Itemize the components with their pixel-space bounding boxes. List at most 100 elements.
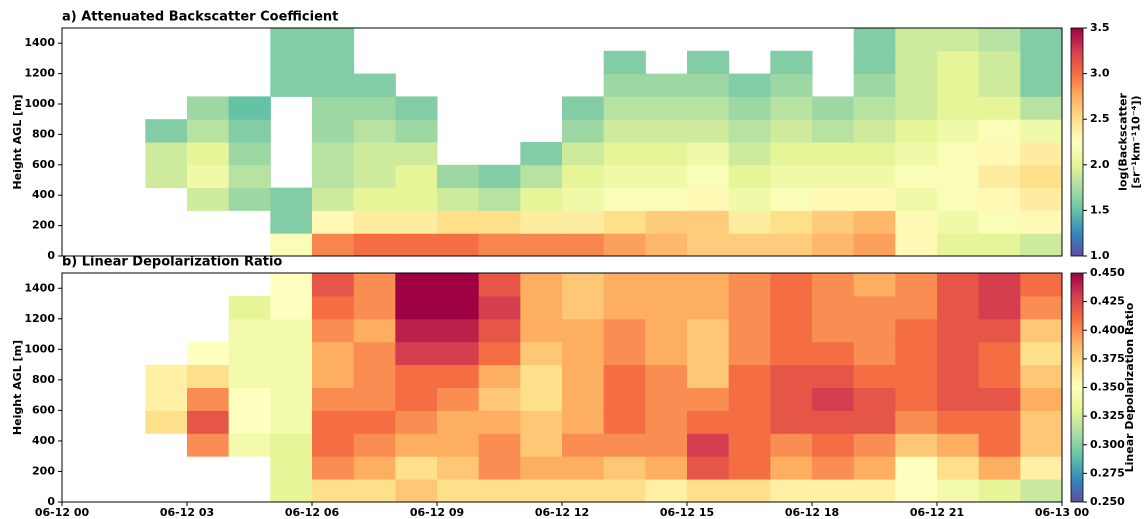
- colorbar-tick-label: 0.375: [1090, 352, 1125, 365]
- heatmap-cell: [853, 28, 896, 52]
- heatmap-cell: [395, 387, 438, 411]
- heatmap-cell: [353, 73, 396, 97]
- heatmap-cell: [395, 233, 438, 257]
- heatmap-cell: [603, 187, 646, 211]
- heatmap-cell: [1020, 164, 1063, 189]
- heatmap-cell: [562, 96, 605, 120]
- heatmap-cell: [603, 273, 646, 297]
- heatmap-cell: [478, 295, 521, 320]
- heatmap-cell: [1020, 387, 1063, 411]
- heatmap-cell: [645, 164, 688, 189]
- heatmap-cell: [437, 295, 480, 320]
- heatmap-cell: [728, 433, 771, 457]
- heatmap-cell: [478, 164, 521, 189]
- colorbar-tick-label: 3.5: [1090, 21, 1110, 34]
- heatmap-cell: [520, 364, 563, 388]
- heatmap-cell: [645, 433, 688, 457]
- heatmap-cell: [645, 456, 688, 480]
- heatmap-cell: [728, 387, 771, 411]
- heatmap-cell: [395, 479, 438, 503]
- heatmap-cell: [145, 164, 188, 189]
- heatmap-cell: [770, 187, 813, 211]
- heatmap-cell: [895, 142, 938, 166]
- heatmap-cell: [812, 119, 855, 143]
- heatmap-cell: [270, 433, 313, 457]
- heatmap-cell: [687, 50, 730, 75]
- heatmap-cell: [687, 318, 730, 343]
- heatmap-cell: [728, 119, 771, 143]
- heatmap-cell: [312, 73, 355, 97]
- heatmap-cell: [895, 28, 938, 52]
- heatmap-cell: [853, 73, 896, 97]
- colorbar-label: [sr⁻¹km⁻¹10⁻⁴]): [1130, 95, 1143, 188]
- heatmap-cell: [228, 410, 271, 434]
- panel-title: a) Attenuated Backscatter Coefficient: [62, 10, 338, 25]
- colorbar-tick-label: 0.275: [1090, 466, 1125, 479]
- heatmap-cell: [812, 433, 855, 457]
- heatmap-cell: [437, 187, 480, 211]
- y-tick-label: 800: [32, 127, 55, 140]
- heatmap-cell: [853, 364, 896, 388]
- x-tick-label: 06-12 00: [35, 506, 90, 519]
- heatmap-cell: [978, 28, 1021, 52]
- plot-frame: [61, 27, 1063, 257]
- heatmap-cell: [603, 119, 646, 143]
- heatmap-cell: [728, 410, 771, 434]
- x-tick-label: 06-12 12: [535, 506, 589, 519]
- heatmap-cell: [687, 433, 730, 457]
- heatmap-cell: [978, 364, 1021, 388]
- heatmap-cell: [812, 456, 855, 480]
- heatmap-cell: [562, 210, 605, 234]
- heatmap-cell: [728, 164, 771, 189]
- heatmap-cell: [978, 119, 1021, 143]
- heatmap-cell: [1020, 210, 1063, 234]
- heatmap-cell: [562, 410, 605, 434]
- heatmap-cell: [437, 341, 480, 366]
- heatmap-cell: [1020, 119, 1063, 143]
- heatmap-cell: [937, 273, 980, 297]
- heatmap-cell: [853, 341, 896, 366]
- heatmap-cell: [603, 96, 646, 120]
- heatmap-cell: [853, 387, 896, 411]
- heatmap-cell: [520, 410, 563, 434]
- heatmap-cell: [312, 164, 355, 189]
- heatmap-cell: [312, 456, 355, 480]
- heatmap-cell: [645, 341, 688, 366]
- heatmap-cell: [645, 364, 688, 388]
- heatmap-cell: [978, 164, 1021, 189]
- heatmap-cell: [895, 233, 938, 257]
- heatmap-cell: [687, 96, 730, 120]
- colorbar-tick-label: 2.0: [1090, 158, 1110, 171]
- heatmap-cell: [312, 387, 355, 411]
- heatmap-cell: [353, 96, 396, 120]
- heatmap-cell: [187, 164, 230, 189]
- heatmap-cell: [562, 233, 605, 257]
- heatmap-cell: [770, 318, 813, 343]
- heatmap-cell: [978, 73, 1021, 97]
- heatmap-cell: [937, 410, 980, 434]
- y-tick-label: 1000: [24, 342, 55, 355]
- colorbar-tick-label: 1.0: [1090, 249, 1110, 262]
- heatmap-cell: [312, 295, 355, 320]
- heatmap-cell: [562, 164, 605, 189]
- heatmap-cell: [770, 295, 813, 320]
- heatmap-cell: [520, 318, 563, 343]
- heatmap-cell: [145, 142, 188, 166]
- heatmap-cell: [978, 387, 1021, 411]
- heatmap-cell: [520, 456, 563, 480]
- heatmap-cell: [770, 119, 813, 143]
- heatmap-cell: [853, 456, 896, 480]
- heatmap-cell: [770, 341, 813, 366]
- heatmap-cell: [895, 410, 938, 434]
- heatmap-cell: [478, 387, 521, 411]
- heatmap-cell: [728, 96, 771, 120]
- heatmap-cell: [978, 318, 1021, 343]
- heatmap-cell: [478, 433, 521, 457]
- heatmap-cell: [353, 364, 396, 388]
- heatmap-cell: [353, 295, 396, 320]
- heatmap-cell: [687, 341, 730, 366]
- heatmap-cell: [312, 318, 355, 343]
- heatmap-cell: [353, 479, 396, 503]
- heatmap-cell: [353, 233, 396, 257]
- heatmap-cell: [270, 479, 313, 503]
